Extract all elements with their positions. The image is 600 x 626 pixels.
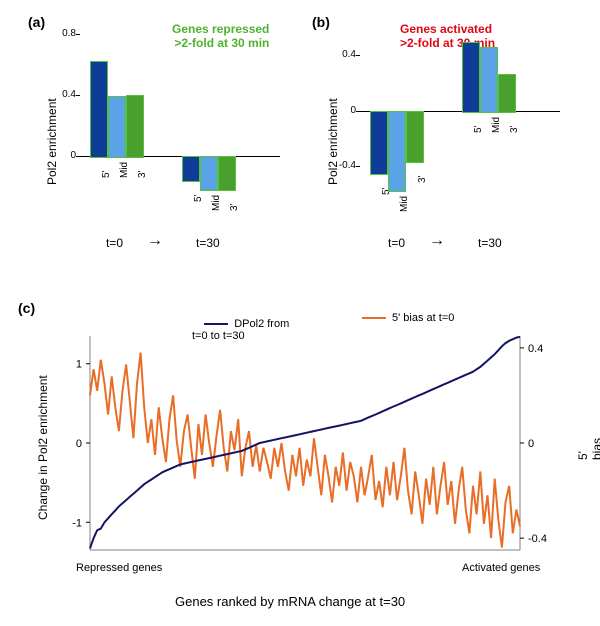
ytick xyxy=(356,55,360,56)
panel-c-ylabel-right: 5' bias xyxy=(576,436,600,460)
bar xyxy=(462,42,480,112)
panel-a-t30: t=30 xyxy=(196,236,220,250)
bar-category-label: Mid xyxy=(399,196,410,212)
ytick-label: -0.4 xyxy=(332,160,356,171)
bar xyxy=(388,111,406,192)
ytick-label: 0.8 xyxy=(52,28,76,39)
bar xyxy=(182,156,200,182)
bar xyxy=(480,47,498,113)
panel-a-ylabel: Pol2 enrichment xyxy=(45,98,59,185)
figure-root: (a) Genes repressed >2-fold at 30 min Po… xyxy=(0,0,600,626)
bar xyxy=(200,156,218,192)
legend-dpol2-line xyxy=(204,323,228,325)
legend-bias-label: 5' bias at t=0 xyxy=(392,312,454,324)
panel-b-t0: t=0 xyxy=(388,236,405,250)
bar-category-label: Mid xyxy=(491,116,502,132)
panel-a-t0: t=0 xyxy=(106,236,123,250)
bar-category-label: 3' xyxy=(137,170,148,177)
ytick xyxy=(76,95,80,96)
panel-c-ylabel-left: Change in Pol2 enrichment xyxy=(36,375,50,520)
ytick-right-label: 0.4 xyxy=(528,343,543,355)
panel-c-left-caption: Repressed genes xyxy=(76,562,162,574)
bar xyxy=(126,95,144,158)
legend-bias: 5' bias at t=0 xyxy=(362,312,454,324)
panel-c-xlabel: Genes ranked by mRNA change at t=30 xyxy=(175,594,405,609)
bar-category-label: 3' xyxy=(229,204,240,211)
ytick-label: 0.4 xyxy=(332,49,356,60)
bar-category-label: 5' xyxy=(193,195,204,202)
bar-category-label: Mid xyxy=(119,162,130,178)
series-bias xyxy=(90,353,520,548)
ytick xyxy=(76,34,80,35)
bar-category-label: 5' xyxy=(101,170,112,177)
bar-category-label: 5' xyxy=(473,125,484,132)
bar xyxy=(108,96,126,157)
panel-b-bars: -0.400.45'Mid3'5'Mid3' xyxy=(360,34,560,194)
bar-category-label: 3' xyxy=(417,175,428,182)
bar xyxy=(406,111,424,163)
ytick-right-label: 0 xyxy=(528,438,534,450)
ytick-right-label: -0.4 xyxy=(528,533,547,545)
panel-b-label: (b) xyxy=(312,14,330,30)
ytick-left-label: 1 xyxy=(76,359,82,371)
ytick-left-label: -1 xyxy=(72,517,82,529)
panel-a-bars: 00.40.85'Mid3'5'Mid3' xyxy=(80,34,280,194)
bar xyxy=(498,74,516,112)
panel-a-label: (a) xyxy=(28,14,45,30)
bar xyxy=(218,156,236,192)
panel-b-t30: t=30 xyxy=(478,236,502,250)
bar-category-label: Mid xyxy=(211,195,222,211)
ytick-label: 0.4 xyxy=(52,89,76,100)
bar-category-label: 3' xyxy=(509,125,520,132)
ytick-left-label: 0 xyxy=(76,438,82,450)
ytick-label: 0 xyxy=(332,105,356,116)
legend-bias-line xyxy=(362,317,386,319)
panel-b-arrow: → xyxy=(429,232,445,250)
panel-c-chart: -1 0 1 -0.4 0 0.4 xyxy=(60,330,550,560)
panel-c-right-caption: Activated genes xyxy=(462,562,540,574)
bar xyxy=(90,61,108,157)
panel-a-arrow: → xyxy=(147,232,163,250)
ytick xyxy=(356,166,360,167)
bar xyxy=(370,111,388,176)
panel-c-label: (c) xyxy=(18,300,35,316)
ytick-label: 0 xyxy=(52,150,76,161)
